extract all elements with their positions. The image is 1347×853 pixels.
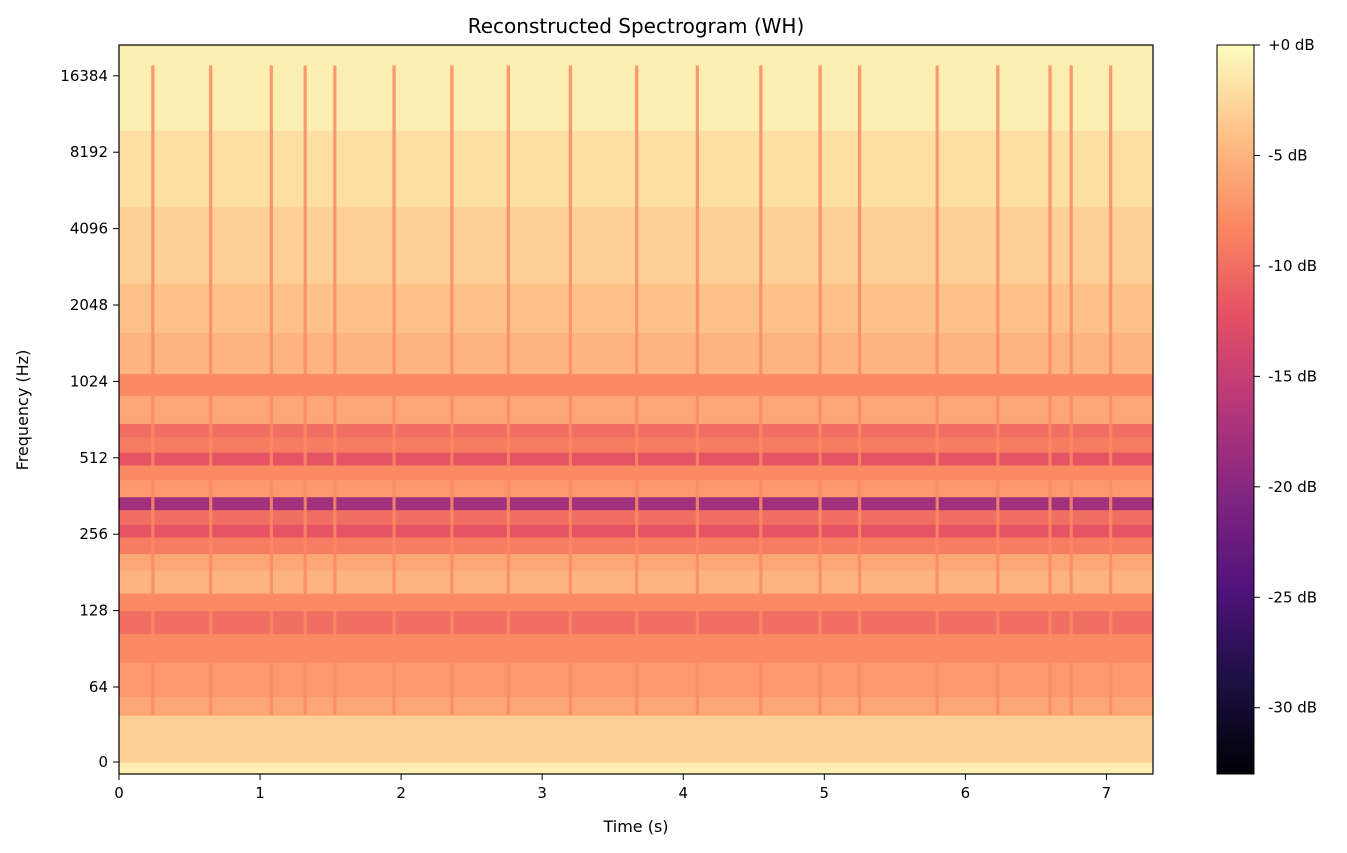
y-tick-label: 512 [79,449,108,467]
colorbar [1216,44,1255,775]
y-tick-label: 256 [79,525,108,543]
chart-title: Reconstructed Spectrogram (WH) [468,14,805,38]
colorbar-axis: +0 dB -5 dB -10 dB -15 dB -20 dB -25 dB -30 dB [1254,36,1317,717]
colorbar-tick-label: -30 dB [1268,699,1317,717]
onset-line-8 [568,65,573,716]
onset-line-3 [303,65,307,716]
plot-frame [118,44,1154,775]
x-tick-label: 2 [396,784,406,802]
onset-line-5 [392,65,396,716]
onset-line-15 [996,65,1000,716]
onset-line-0 [151,65,155,716]
heatmap-area [119,45,1153,774]
y-tick-label: 4096 [70,220,108,238]
onset-line-4 [333,65,337,716]
x-tick-label: 0 [114,784,124,802]
onset-line-14 [935,65,939,716]
onset-line-1 [209,65,213,716]
y-tick-label: 1024 [70,372,108,390]
colorbar-tick-label: -20 dB [1268,478,1317,496]
y-axis-label: Frequency (Hz) [13,350,32,471]
y-axis: 0 64 128 256 512 1024 2048 4096 8192 16384 [60,67,119,771]
onset-line-6 [450,65,454,716]
onset-line-2 [269,65,273,716]
y-tick-label: 0 [98,753,108,771]
colorbar-tick-label: -25 dB [1268,588,1317,606]
onset-line-10 [695,65,699,716]
x-tick-label: 1 [255,784,265,802]
onset-line-16 [1048,65,1052,716]
onset-line-18 [1109,65,1113,716]
onset-line-9 [635,65,639,716]
colorbar-tick-label: -10 dB [1268,257,1317,275]
heatmap-band-0 [119,715,1153,763]
y-tick-label: 2048 [70,296,108,314]
onset-line-7 [506,65,510,716]
y-tick-label: 128 [79,602,108,620]
x-axis: 0 1 2 3 4 5 6 7 [114,774,1111,802]
onset-line-12 [818,65,822,716]
onset-line-13 [857,65,862,716]
colorbar-tick-label: -5 dB [1268,146,1308,164]
onset-line-11 [759,65,763,716]
y-tick-label: 16384 [60,67,108,85]
y-tick-label: 8192 [70,143,108,161]
y-tick-label: 64 [89,678,108,696]
x-tick-label: 5 [820,784,830,802]
x-tick-label: 6 [961,784,971,802]
x-axis-label: Time (s) [602,817,668,836]
colorbar-tick-label: -15 dB [1268,367,1317,385]
x-tick-label: 7 [1102,784,1112,802]
x-tick-label: 4 [678,784,688,802]
x-tick-label: 3 [537,784,547,802]
colorbar-tick-label: +0 dB [1268,36,1315,54]
onset-line-17 [1069,65,1073,716]
